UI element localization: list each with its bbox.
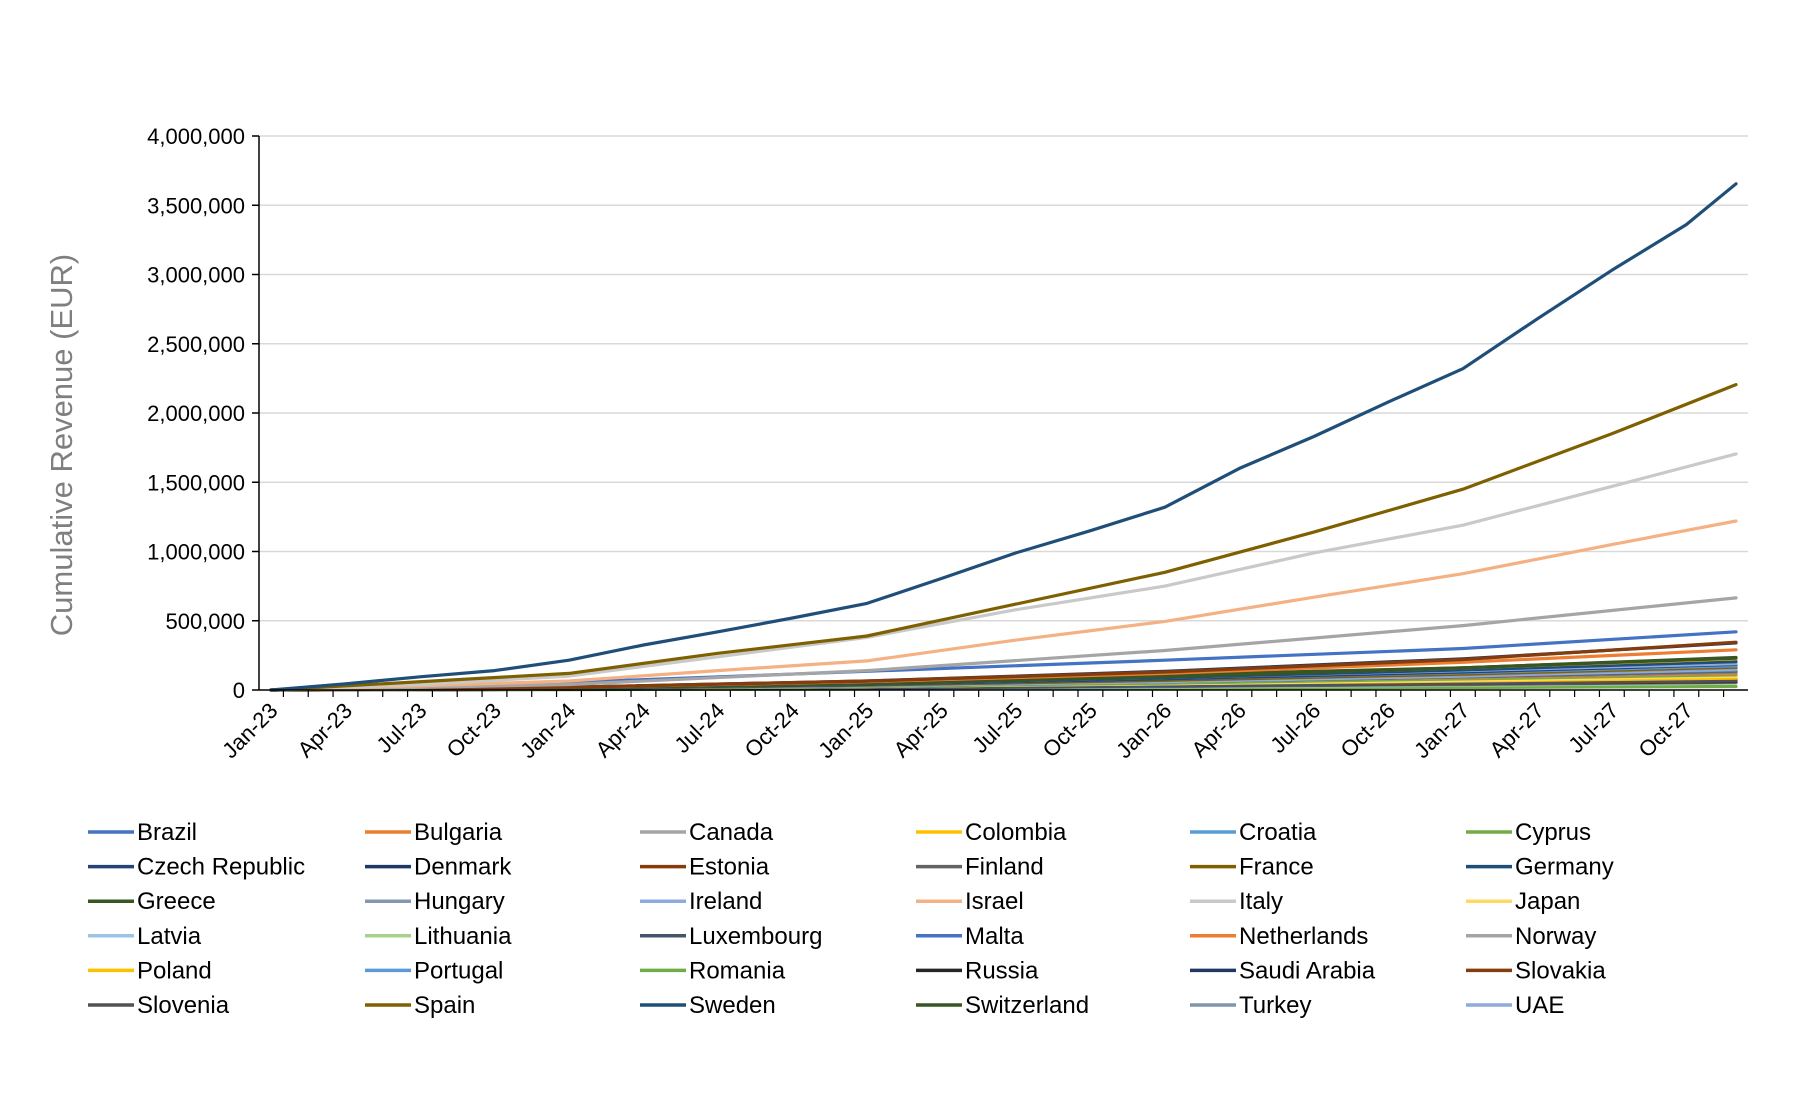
legend-item: Ireland (640, 888, 762, 915)
legend-item: Germany (1466, 854, 1614, 881)
legend-label: Netherlands (1239, 923, 1368, 950)
legend-item: Canada (640, 819, 774, 846)
legend-label: Denmark (414, 854, 512, 881)
series-line-germany (269, 182, 1738, 692)
legend-item: Hungary (365, 888, 505, 915)
y-tick-label: 3,500,000 (147, 193, 245, 218)
legend-label: Luxembourg (689, 923, 822, 950)
legend-label: Ireland (689, 888, 762, 915)
legend-label: Czech Republic (137, 854, 305, 881)
series-line-slovakia (269, 640, 1738, 692)
legend-item: Luxembourg (640, 923, 822, 950)
legend-label: Portugal (414, 957, 503, 984)
legend-item: Bulgaria (365, 819, 503, 846)
legend-label: Israel (965, 888, 1024, 915)
series-line-israel (269, 519, 1738, 692)
legend-item: Romania (640, 957, 786, 984)
legend-label: UAE (1515, 992, 1564, 1019)
y-tick-label: 1,500,000 (147, 470, 245, 495)
legend-label: Finland (965, 854, 1044, 881)
legend-label: Hungary (414, 888, 505, 915)
legend-item: Turkey (1190, 992, 1311, 1019)
legend-item: Norway (1466, 923, 1596, 950)
legend-item: Greece (88, 888, 216, 915)
legend-label: Croatia (1239, 819, 1317, 846)
legend-item: Switzerland (916, 992, 1089, 1019)
legend-label: Turkey (1239, 992, 1311, 1019)
legend-label: Romania (689, 957, 786, 984)
legend-label: Russia (965, 957, 1039, 984)
series-line-france (269, 383, 1738, 692)
legend-item: Poland (88, 957, 212, 984)
legend-item: Cyprus (1466, 819, 1591, 846)
legend-label: Slovenia (137, 992, 230, 1019)
legend-label: Canada (689, 819, 774, 846)
y-tick-label: 1,000,000 (147, 540, 245, 565)
legend-item: Colombia (916, 819, 1067, 846)
legend-item: Brazil (88, 819, 197, 846)
legend-label: Brazil (137, 819, 197, 846)
legend-label: Italy (1239, 888, 1283, 915)
gridlines (259, 135, 1748, 622)
legend-item: Italy (1190, 888, 1283, 915)
legend-label: Estonia (689, 854, 770, 881)
legend-item: Estonia (640, 854, 770, 881)
legend-label: Slovakia (1515, 957, 1606, 984)
legend-item: Spain (365, 992, 475, 1019)
legend-item: Russia (916, 957, 1039, 984)
legend-label: Bulgaria (414, 819, 503, 846)
legend-label: Switzerland (965, 992, 1089, 1019)
y-tick-label: 4,000,000 (147, 124, 245, 149)
legend-label: Spain (414, 992, 475, 1019)
series-line-canada (269, 596, 1738, 692)
y-tick-label: 2,500,000 (147, 332, 245, 357)
legend-label: Saudi Arabia (1239, 957, 1376, 984)
legend: Brazil Bulgaria Canada Colombia Croatia Cypru… (88, 819, 1614, 1019)
legend-item: Saudi Arabia (1190, 957, 1376, 984)
legend-label: France (1239, 854, 1314, 881)
legend-label: Malta (965, 923, 1024, 950)
legend-item: Finland (916, 854, 1044, 881)
legend-item: Israel (916, 888, 1024, 915)
legend-item: Slovenia (88, 992, 230, 1019)
legend-item: Latvia (88, 923, 202, 950)
legend-item: Lithuania (365, 923, 512, 950)
y-tick-label: 500,000 (165, 609, 245, 634)
legend-item: Netherlands (1190, 923, 1368, 950)
legend-item: Sweden (640, 992, 776, 1019)
legend-item: Denmark (365, 854, 512, 881)
series-line-italy (269, 452, 1738, 692)
legend-label: Sweden (689, 992, 776, 1019)
legend-label: Latvia (137, 923, 202, 950)
legend-label: Germany (1515, 854, 1614, 881)
y-tick-label: 3,000,000 (147, 263, 245, 288)
legend-label: Cyprus (1515, 819, 1591, 846)
legend-item: Malta (916, 923, 1024, 950)
legend-label: Norway (1515, 923, 1596, 950)
legend-item: UAE (1466, 992, 1564, 1019)
legend-label: Poland (137, 957, 212, 984)
legend-item: Czech Republic (88, 854, 305, 881)
y-tick-label: 0 (233, 678, 245, 703)
legend-item: Slovakia (1466, 957, 1606, 984)
legend-item: Croatia (1190, 819, 1317, 846)
legend-label: Colombia (965, 819, 1067, 846)
legend-item: Japan (1466, 888, 1580, 915)
legend-label: Japan (1515, 888, 1580, 915)
legend-item: Portugal (365, 957, 503, 984)
legend-item: France (1190, 854, 1314, 881)
y-tick-label: 2,000,000 (147, 401, 245, 426)
legend-label: Greece (137, 888, 216, 915)
legend-label: Lithuania (414, 923, 512, 950)
y-axis-title: Cumulative Revenue (EUR) (44, 254, 79, 636)
